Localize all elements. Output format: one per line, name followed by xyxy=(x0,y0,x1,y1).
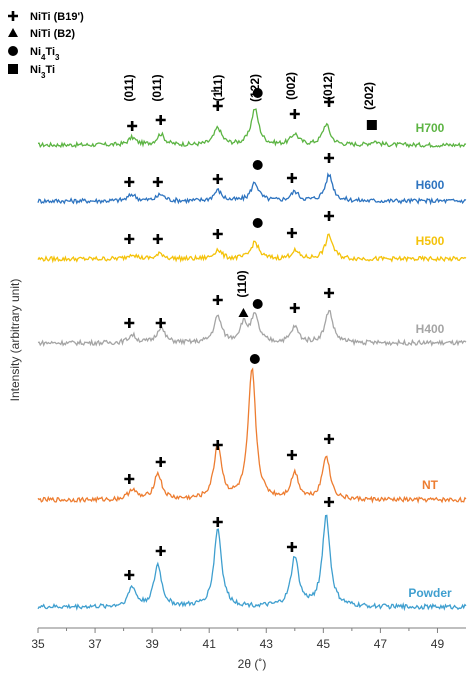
svg-text:(011): (011) xyxy=(150,74,164,101)
marker-plus-powder xyxy=(155,546,166,556)
legend-marker-square xyxy=(8,64,18,74)
series-line-nt xyxy=(37,367,467,504)
x-axis: 35 37 39 41 43 45 47 49 xyxy=(31,627,466,651)
legend-label: NiTi (B19') xyxy=(30,11,84,23)
series-line-powder xyxy=(37,514,467,612)
marker-plus-h400 xyxy=(289,303,300,313)
legend-marker-triangle xyxy=(8,28,18,37)
marker-circle-nt xyxy=(249,354,260,364)
series-line-h600 xyxy=(37,172,467,206)
plane-label: (002) xyxy=(284,72,298,100)
plane-label: (011) xyxy=(150,74,164,101)
marker-circle-h400 xyxy=(252,299,263,309)
plane-label: (122) xyxy=(248,74,262,102)
legend-label: Ni4Ti3 xyxy=(30,46,60,62)
legend-label: NiTi (B2) xyxy=(30,28,75,40)
x-tick-label: 37 xyxy=(88,637,102,651)
legend-marker-plus xyxy=(8,11,18,21)
legend-item: Ni3Ti xyxy=(8,64,55,80)
plane-label: (012) xyxy=(321,72,335,100)
marker-plus-h700 xyxy=(212,101,223,111)
svg-text:(122): (122) xyxy=(248,74,262,102)
plane-label: (110) xyxy=(235,270,249,297)
marker-plus-h400 xyxy=(124,318,135,328)
y-axis-title: Intensity (arbitrary unit) xyxy=(8,279,22,402)
legend-label: Ni3Ti xyxy=(30,64,55,80)
legend-item: NiTi (B2) xyxy=(8,28,75,40)
x-tick-label: 49 xyxy=(431,637,445,651)
marker-plus-nt xyxy=(124,474,135,484)
marker-plus-h500 xyxy=(324,211,335,221)
marker-circle-h700 xyxy=(252,88,263,98)
marker-plus-powder xyxy=(212,517,223,527)
x-tick-label: 43 xyxy=(260,637,274,651)
marker-plus-powder xyxy=(124,570,135,580)
svg-text:(110): (110) xyxy=(235,270,249,297)
marker-plus-h400 xyxy=(212,295,223,305)
svg-text:(012): (012) xyxy=(321,72,335,100)
svg-text:(111): (111) xyxy=(211,75,225,102)
svg-text:(011): (011) xyxy=(122,74,136,101)
marker-plus-nt xyxy=(324,434,335,444)
series-label-nt: NT xyxy=(422,478,439,492)
series-labels: H700 H600 H500 H400 NT Powder xyxy=(408,121,452,600)
markers-layer xyxy=(124,88,377,580)
marker-circle-h500 xyxy=(252,218,263,228)
series-label-h700: H700 xyxy=(416,121,445,135)
series-line-h400 xyxy=(37,309,467,348)
legend-item: NiTi (B19') xyxy=(8,11,84,23)
x-axis-title: 2θ (˚) xyxy=(238,657,267,671)
series-label-h600: H600 xyxy=(416,178,445,192)
plane-label: (202) xyxy=(362,82,376,110)
x-tick-label: 35 xyxy=(31,637,45,651)
svg-text:(002): (002) xyxy=(284,72,298,100)
x-tick-label: 45 xyxy=(317,637,331,651)
marker-plus-h500 xyxy=(212,229,223,239)
marker-plus-nt xyxy=(286,450,297,460)
marker-plus-h700 xyxy=(324,97,335,107)
plane-labels: (011) (011) (111) (122) (002) (012) (202) (110) xyxy=(122,72,376,298)
marker-plus-nt xyxy=(212,440,223,450)
series-line-h500 xyxy=(37,233,467,264)
svg-text:(202): (202) xyxy=(362,82,376,110)
series-layer xyxy=(37,108,467,612)
marker-square-h700 xyxy=(366,120,377,130)
marker-plus-h700 xyxy=(127,121,138,131)
marker-plus-h600 xyxy=(124,177,135,187)
marker-circle-h600 xyxy=(252,160,263,170)
marker-plus-h600 xyxy=(324,153,335,163)
legend-item: Ni4Ti3 xyxy=(8,46,60,62)
series-label-h500: H500 xyxy=(416,234,445,248)
marker-plus-nt xyxy=(155,457,166,467)
plane-label: (011) xyxy=(122,74,136,101)
marker-plus-h600 xyxy=(152,177,163,187)
marker-plus-h400 xyxy=(324,288,335,298)
plane-label: (111) xyxy=(211,75,225,102)
x-tick-label: 47 xyxy=(374,637,388,651)
marker-plus-powder xyxy=(324,497,335,507)
marker-plus-h600 xyxy=(212,174,223,184)
series-label-powder: Powder xyxy=(408,586,452,600)
marker-plus-h400 xyxy=(155,318,166,328)
marker-plus-h500 xyxy=(152,234,163,244)
x-tick-label: 41 xyxy=(203,637,217,651)
x-tick-label: 39 xyxy=(145,637,159,651)
marker-plus-h700 xyxy=(155,115,166,125)
marker-triangle-h400 xyxy=(238,308,249,317)
marker-plus-powder xyxy=(286,542,297,552)
marker-plus-h500 xyxy=(286,228,297,238)
marker-plus-h700 xyxy=(289,109,300,119)
series-line-h700 xyxy=(37,108,467,149)
legend-marker-circle xyxy=(8,46,18,56)
marker-plus-h500 xyxy=(124,234,135,244)
legend: NiTi (B19') NiTi (B2) Ni4Ti3 Ni3Ti xyxy=(8,11,84,80)
series-label-h400: H400 xyxy=(416,322,445,336)
marker-plus-h600 xyxy=(286,173,297,183)
